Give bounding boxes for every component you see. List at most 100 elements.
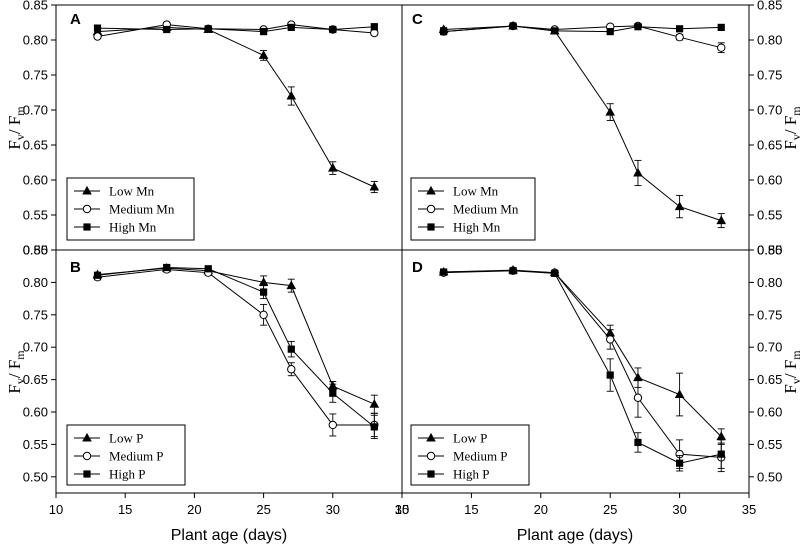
series-high-mn — [440, 22, 725, 36]
y-tick-label: 0.85 — [23, 0, 48, 13]
data-point — [204, 25, 212, 33]
data-point — [633, 393, 643, 402]
data-point — [329, 389, 337, 397]
y-tick-label: 0.65 — [23, 372, 48, 387]
panel-b: 0.50 0.55 0.60 0.65 0.70 0.75 0.80 0.85 10 15 20 25… — [23, 243, 410, 518]
y-tick-label: 0.55 — [757, 437, 782, 452]
y-tick-label: 0.70 — [757, 103, 782, 118]
y-tick-label: 0.70 — [23, 340, 48, 355]
y-tick-label: 0.85 — [757, 0, 782, 13]
y-tick-label: 0.85 — [757, 243, 782, 258]
data-point — [369, 181, 380, 191]
data-point — [260, 28, 268, 36]
legend-label: Medium Mn — [453, 202, 519, 217]
data-point — [509, 267, 517, 275]
legend-label: Low Mn — [109, 184, 155, 199]
y-tick-label: 0.70 — [23, 103, 48, 118]
y-tick-label: 0.65 — [23, 138, 48, 153]
legend-marker — [82, 451, 92, 461]
data-point — [369, 399, 380, 408]
y-tick-label: 0.75 — [757, 68, 782, 83]
legend-d: Low P Medium P High P — [410, 424, 530, 486]
y-axis-title-a: Fv/ Fm — [5, 106, 27, 150]
y-tick-label: 0.55 — [23, 208, 48, 223]
data-point — [260, 288, 268, 296]
data-point — [370, 28, 379, 38]
y-tick-label: 0.50 — [23, 469, 48, 484]
svg-text:Fv/ Fm: Fv/ Fm — [781, 106, 803, 150]
svg-text:Fv/ Fm: Fv/ Fm — [781, 350, 803, 394]
data-point — [259, 310, 268, 319]
y-tick-label: 0.75 — [23, 68, 48, 83]
data-point — [287, 365, 296, 374]
legend-label: High P — [453, 467, 489, 482]
legend-marker — [427, 223, 435, 231]
legend-c: Low Mn Medium Mn High Mn — [410, 177, 536, 241]
panel-label-d: D — [412, 259, 423, 276]
svg-text:Fv/ Fm: Fv/ Fm — [5, 350, 27, 394]
panel-label-c: C — [412, 11, 423, 28]
data-point — [163, 25, 171, 34]
data-point — [606, 371, 614, 379]
data-point — [370, 423, 378, 431]
data-point — [328, 420, 337, 430]
x-tick-label: 30 — [326, 502, 340, 517]
y-tick-label: 0.50 — [23, 243, 48, 258]
series-low-p — [438, 264, 727, 445]
data-point — [287, 345, 295, 353]
x-tick-label: 10 — [395, 502, 409, 517]
data-point — [675, 33, 684, 42]
data-point — [286, 280, 297, 290]
data-point — [287, 23, 295, 31]
legend-label: High Mn — [109, 220, 157, 235]
series-medium-p — [93, 265, 379, 438]
y-tick-label: 0.80 — [23, 275, 48, 290]
data-point — [286, 90, 297, 100]
series-low-mn — [92, 22, 380, 194]
y-axis-title-b: Fv/ Fm — [5, 350, 27, 394]
legend-marker — [426, 204, 436, 214]
data-point — [674, 389, 685, 399]
series-high-p — [93, 263, 378, 440]
panel-d: 0.50 0.55 0.60 0.65 0.70 0.75 0.80 0.85 10 15 20 25… — [395, 243, 783, 518]
x-tick-label: 30 — [672, 502, 686, 517]
legend-label: High Mn — [453, 220, 501, 235]
y-tick-label: 0.80 — [757, 33, 782, 48]
x-axis-title-right: Plant age (days) — [517, 527, 634, 544]
data-point — [717, 43, 726, 52]
y-tick-label: 0.60 — [23, 173, 48, 188]
legend-label: Low P — [109, 431, 143, 446]
legend-marker — [426, 185, 436, 195]
legend-label: Low P — [453, 431, 487, 446]
y-tick-label: 0.75 — [757, 307, 782, 322]
x-tick-label: 15 — [464, 502, 478, 517]
data-point — [551, 27, 559, 35]
legend-marker — [426, 451, 436, 461]
data-point — [674, 201, 685, 211]
x-tick-label: 25 — [603, 502, 617, 517]
y-tick-label: 0.60 — [757, 173, 782, 188]
legend-label: Medium P — [109, 449, 164, 464]
data-point — [717, 23, 725, 31]
legend-marker — [82, 185, 92, 195]
y-axis-title-c: Fv/ Fm — [781, 106, 803, 150]
y-tick-label: 0.85 — [23, 243, 48, 258]
y-tick-label: 0.60 — [757, 405, 782, 420]
legend-marker — [83, 470, 91, 478]
data-point — [440, 28, 448, 36]
legend-marker — [426, 432, 436, 442]
panel-label-b: B — [70, 259, 81, 276]
data-point — [163, 263, 171, 272]
legend-label: Medium Mn — [109, 202, 175, 217]
y-tick-label: 0.65 — [757, 372, 782, 387]
data-point — [329, 25, 337, 34]
y-tick-label: 0.50 — [757, 243, 782, 258]
data-point — [204, 265, 212, 273]
series-high-mn — [93, 23, 378, 36]
legend-label: Low Mn — [453, 184, 499, 199]
data-point — [551, 269, 559, 277]
data-point — [93, 24, 102, 32]
panel-c: 0.50 0.55 0.60 0.65 0.70 0.75 0.80 0.85 Low Mn Me… — [410, 0, 782, 258]
panel-a: 0.50 0.55 0.60 0.65 0.70 0.75 0.80 0.85 Low Mn Me… — [23, 0, 380, 258]
y-tick-label: 0.50 — [757, 469, 782, 484]
